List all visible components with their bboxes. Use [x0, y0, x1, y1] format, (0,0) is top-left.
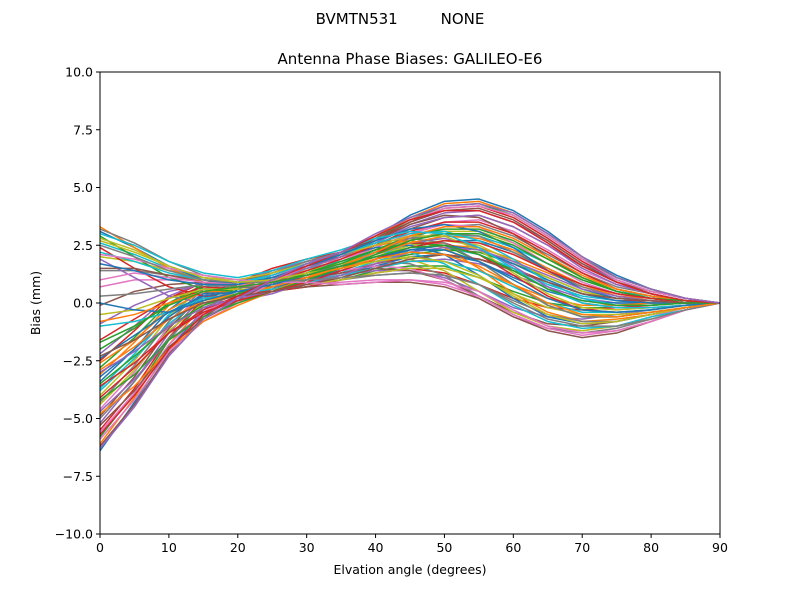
- x-axis-ticks: 0 10 20 30 40 50 60 70 80 90: [96, 534, 728, 555]
- x-tick-label: 70: [574, 540, 590, 555]
- y-tick-label: 7.5: [73, 122, 93, 137]
- x-tick-label: 10: [161, 540, 177, 555]
- y-tick-label: −7.5: [63, 469, 93, 484]
- axes-frame: [99, 71, 721, 535]
- y-tick-label: 0.0: [73, 296, 93, 311]
- series-line-53: [99, 232, 721, 401]
- y-tick-label: 2.5: [73, 238, 93, 253]
- y-axis-label: Bias (mm): [28, 271, 43, 335]
- series-line-61: [99, 249, 721, 313]
- series-line-56: [99, 253, 720, 357]
- y-tick-label: −5.0: [63, 411, 93, 426]
- x-tick-label: 20: [230, 540, 246, 555]
- series-line-57: [99, 253, 721, 334]
- x-tick-label: 90: [712, 540, 728, 555]
- x-axis-label: Elvation angle (degrees): [333, 562, 486, 577]
- x-tick-label: 60: [505, 540, 521, 555]
- x-tick-label: 80: [643, 540, 659, 555]
- y-tick-label: −10.0: [55, 527, 93, 542]
- y-tick-label: 5.0: [73, 180, 93, 195]
- series-line-64: [99, 209, 721, 436]
- x-tick-label: 40: [368, 540, 384, 555]
- plot-lines: [99, 198, 721, 452]
- y-tick-label: −2.5: [63, 353, 93, 368]
- chart-suptitle: BVMTN531 NONE: [316, 10, 485, 28]
- series-line-60: [99, 230, 721, 309]
- x-tick-label: 50: [436, 540, 452, 555]
- series-line-63: [99, 244, 720, 343]
- chart-title: Antenna Phase Biases: GALILEO-E6: [278, 50, 543, 68]
- series-line-65: [99, 202, 721, 450]
- series-line-52: [99, 226, 721, 415]
- series-line-39: [99, 267, 721, 316]
- y-tick-label: 10.0: [65, 65, 93, 80]
- series-line-59: [99, 237, 721, 325]
- x-tick-label: 30: [299, 540, 315, 555]
- y-axis-ticks: −10.0 −7.5 −5.0 −2.5 0.0 2.5 5.0 7.5 10.0: [55, 65, 100, 542]
- series-line-58: [99, 244, 721, 327]
- x-tick-label: 0: [96, 540, 104, 555]
